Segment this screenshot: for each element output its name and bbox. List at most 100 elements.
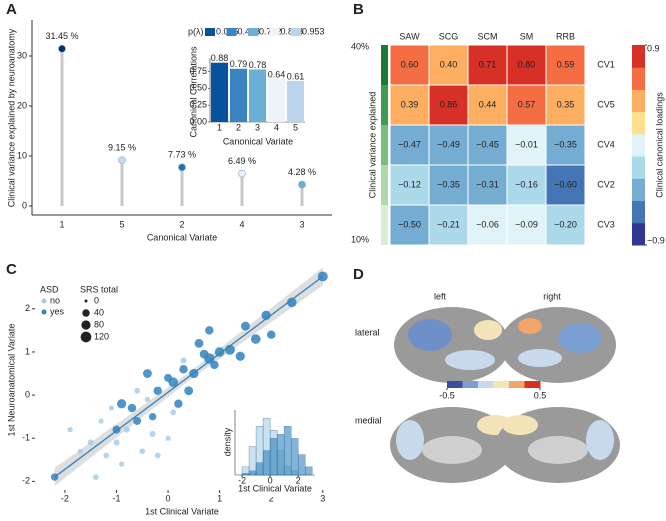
point	[117, 399, 127, 409]
panel-label: B	[353, 1, 364, 18]
hist-bar	[290, 438, 299, 476]
point	[113, 439, 120, 446]
row-label: CV5	[597, 99, 615, 109]
cell-label: −0.09	[515, 219, 538, 229]
x-label: Canonical Variate	[223, 136, 293, 146]
y-tick-label: 30	[17, 50, 27, 60]
size-label: 40	[94, 307, 104, 317]
legend-swatch	[248, 28, 258, 36]
column-label: SCG	[439, 31, 459, 41]
x-tick-label: 2	[269, 493, 274, 503]
column-label: SM	[520, 31, 534, 41]
value-label: 4.28 %	[288, 167, 316, 177]
hist-bar	[276, 434, 285, 476]
point	[214, 347, 225, 357]
x-tick-label: 3	[320, 493, 325, 503]
brain-patch	[558, 323, 602, 353]
size-swatch	[82, 309, 90, 317]
colorbar-step	[632, 67, 645, 90]
x-tick-label: 2	[179, 219, 184, 229]
legend-label: yes	[50, 306, 65, 316]
cell	[467, 204, 508, 246]
colorbar-step	[632, 222, 645, 246]
point	[153, 386, 162, 395]
colorbar-tick-label: -0.5	[439, 390, 455, 400]
point	[194, 338, 204, 348]
bar	[267, 78, 286, 122]
legend-swatch	[226, 28, 237, 36]
side-bar	[381, 45, 388, 85]
row-label: lateral	[355, 327, 380, 337]
point	[235, 351, 245, 361]
brain-patch	[445, 350, 495, 370]
x-tick-label: 5	[119, 219, 124, 229]
y-tick-label: -2	[22, 476, 30, 486]
colorbar-tick-label: 0.5	[534, 390, 547, 400]
legend-label: no	[50, 295, 60, 305]
dot	[118, 156, 126, 165]
point	[144, 396, 151, 403]
hist-bar	[269, 438, 278, 476]
cell-label: 0.59	[557, 59, 575, 69]
point	[179, 365, 188, 374]
cell	[545, 124, 586, 166]
brain-patch	[586, 420, 614, 460]
cell-label: −0.45	[476, 139, 499, 149]
column-label: right	[543, 291, 561, 301]
cell	[389, 164, 430, 206]
colorbar-step	[632, 111, 645, 135]
y-label: Canonical Correlations	[188, 46, 198, 138]
x-tick-label: 1	[59, 219, 64, 229]
colorbar-step	[632, 178, 645, 202]
point	[154, 452, 161, 459]
point	[50, 473, 59, 481]
y-tick-label: 0.50	[189, 83, 207, 93]
x-tick-label: 2	[296, 475, 301, 485]
brain-patch	[518, 318, 542, 334]
y-tick-label: -1	[22, 433, 30, 443]
hist-bar	[283, 426, 292, 476]
cell-label: −0.01	[515, 139, 538, 149]
cell	[428, 204, 469, 246]
colorbar-step	[509, 381, 525, 388]
column-label: RRB	[556, 31, 575, 41]
row-label: CV1	[597, 59, 615, 69]
bar	[210, 62, 229, 122]
point	[148, 412, 157, 421]
brain-patch	[502, 415, 538, 435]
cell-label: −0.12	[398, 179, 421, 189]
value-label: 0.61	[287, 71, 305, 81]
cell-label: −0.20	[554, 219, 577, 229]
colorbar-label: Clinical canonical loadings	[654, 92, 664, 198]
cell-label: 0.40	[440, 59, 458, 69]
cell-label: −0.60	[554, 179, 577, 189]
point	[261, 310, 271, 320]
x-tick-label: 5	[293, 122, 298, 132]
cell-label: −0.06	[476, 219, 499, 229]
side-bar	[381, 165, 388, 205]
cell-label: 0.35	[557, 99, 575, 109]
cell-label: −0.35	[554, 139, 577, 149]
point	[127, 403, 137, 413]
point	[67, 427, 73, 433]
y-tick-label: 20	[17, 100, 27, 110]
x-tick-label: 1	[217, 122, 222, 132]
side-bar	[381, 85, 388, 125]
point	[184, 386, 194, 396]
side-tick: 40%	[351, 41, 369, 51]
x-tick-label: 4	[274, 122, 279, 132]
cell-label: −0.35	[437, 179, 460, 189]
value-label: 0.79	[230, 59, 248, 69]
x-tick-label: 0	[268, 475, 273, 485]
point	[317, 271, 328, 282]
colorbar-step	[524, 381, 541, 388]
brain-patch	[408, 319, 452, 351]
cell-label: 0.86	[440, 99, 458, 109]
value-label: 6.49 %	[228, 156, 256, 166]
point	[134, 387, 140, 394]
cell-label: 0.39	[401, 99, 419, 109]
y-tick-label: 0.75	[189, 66, 207, 76]
colorbar-step	[632, 45, 645, 68]
y-tick-label: 1	[25, 346, 30, 356]
value-label: 0.64	[268, 69, 286, 79]
